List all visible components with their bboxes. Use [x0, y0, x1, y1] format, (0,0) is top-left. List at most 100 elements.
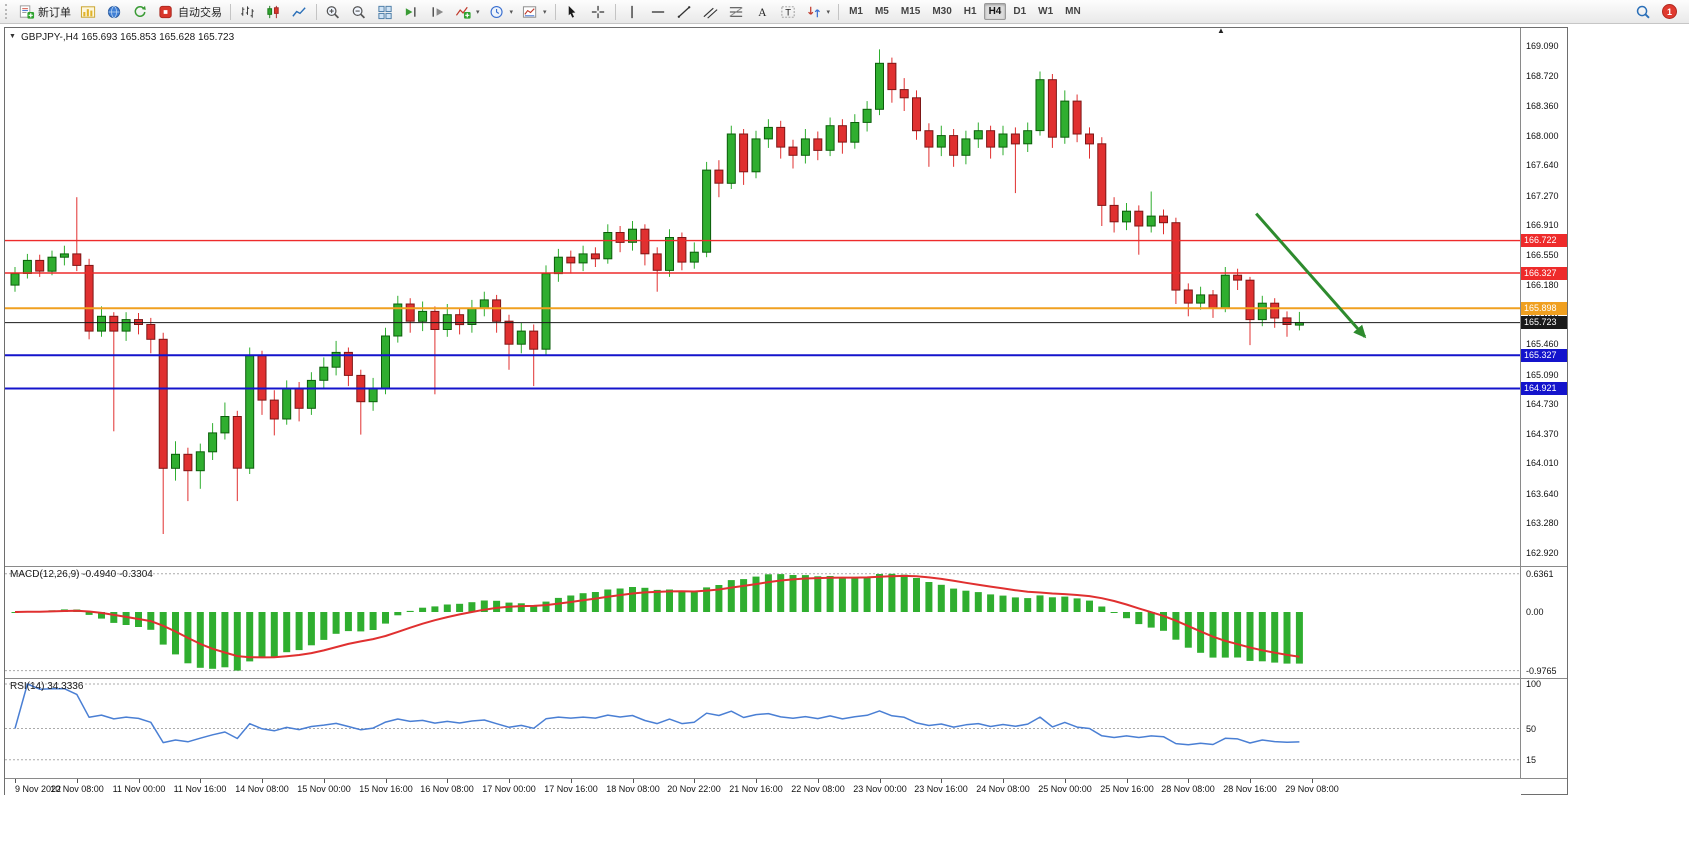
- time-axis-label: 23 Nov 16:00: [914, 784, 968, 794]
- macd-scale-label: 0.00: [1526, 607, 1544, 617]
- time-axis-label: 17 Nov 00:00: [482, 784, 536, 794]
- macd-histogram-bar: [1172, 612, 1180, 640]
- search-button[interactable]: [1631, 2, 1656, 22]
- chart-shift-icon: [432, 6, 444, 17]
- toolbar-drag-handle[interactable]: [5, 4, 10, 19]
- auto-scroll-button[interactable]: [399, 2, 424, 22]
- arrows-tool-button[interactable]: ▾: [802, 2, 835, 22]
- price-chart[interactable]: [5, 28, 1521, 566]
- timeframe-button-mn[interactable]: MN: [1060, 3, 1086, 20]
- time-tick: [77, 779, 78, 783]
- macd-histogram-bar: [443, 604, 451, 612]
- pane-separator[interactable]: [5, 778, 1567, 779]
- pane-separator[interactable]: [5, 566, 1567, 567]
- text-a-icon: A: [758, 7, 767, 19]
- trend-arrow[interactable]: [1255, 212, 1367, 339]
- crosshair-button[interactable]: [586, 2, 611, 22]
- zoom-in-button[interactable]: [321, 2, 346, 22]
- timeframe-button-m1[interactable]: M1: [844, 3, 868, 20]
- label-tool-button[interactable]: T: [776, 2, 801, 22]
- macd-histogram-bar: [789, 575, 797, 612]
- text-tool-button[interactable]: A: [750, 2, 775, 22]
- charts-button[interactable]: [76, 2, 101, 22]
- time-axis-label: 23 Nov 00:00: [853, 784, 907, 794]
- trendline-tool-button[interactable]: [672, 2, 697, 22]
- macd-scale-label: -0.9765: [1526, 665, 1557, 676]
- macd-histogram-bar: [715, 585, 723, 612]
- macd-histogram-bar: [332, 612, 340, 634]
- timeframe-button-m30[interactable]: M30: [927, 3, 956, 20]
- zoom-out-button[interactable]: [347, 2, 372, 22]
- timeframe-button-h4[interactable]: H4: [983, 3, 1007, 20]
- macd-histogram-bar: [554, 597, 562, 612]
- templates-button[interactable]: ▾: [518, 2, 551, 22]
- macd-histogram-bar: [1011, 597, 1019, 612]
- macd-histogram-bar: [122, 612, 130, 625]
- macd-histogram-bar: [1123, 612, 1130, 619]
- price-scale-label: 166.550: [1526, 249, 1559, 260]
- chart-shift-marker[interactable]: ▲: [1217, 26, 1225, 35]
- time-tick: [941, 779, 942, 783]
- chart-window[interactable]: 169.090 168.720 168.360 168.000 167.640 167.2…: [4, 26, 1568, 795]
- macd-histogram-bar: [591, 592, 599, 612]
- search-icon: [1636, 5, 1650, 19]
- cursor-button[interactable]: [560, 2, 585, 22]
- tile-windows-icon: [378, 5, 392, 19]
- one-click-trading-toggle[interactable]: ▼: [9, 33, 16, 40]
- timeframe-button-h1[interactable]: H1: [959, 3, 982, 20]
- timeframe-button-w1[interactable]: W1: [1033, 3, 1058, 20]
- chart-ohlc-values: 165.693 165.853 165.628 165.723: [81, 32, 235, 43]
- tile-windows-button[interactable]: [373, 2, 398, 22]
- line-chart-button[interactable]: [287, 2, 312, 22]
- macd-histogram-bar: [1098, 606, 1106, 612]
- chart-shift-button[interactable]: [425, 2, 450, 22]
- price-scale-label: 167.270: [1526, 190, 1559, 201]
- toolbar-right-group: 1: [1631, 2, 1685, 22]
- time-axis-label: 11 Nov 00:00: [112, 784, 166, 794]
- timeframe-button-m15[interactable]: M15: [896, 3, 925, 20]
- macd-histogram-bar: [98, 612, 105, 619]
- time-tick: [633, 779, 634, 783]
- timeframe-button-d1[interactable]: D1: [1008, 3, 1031, 20]
- new-order-button[interactable]: 新订单: [14, 2, 75, 22]
- macd-histogram-bar: [826, 576, 834, 612]
- profiles-button[interactable]: [102, 2, 127, 22]
- macd-histogram-bar: [406, 610, 414, 612]
- notification-badge[interactable]: 1: [1662, 4, 1677, 19]
- time-axis[interactable]: 9 Nov 2022 10 Nov 08:00 11 Nov 00:00 11 Nov…: [5, 779, 1521, 795]
- data-window-button[interactable]: [128, 2, 153, 22]
- macd-histogram-bar: [480, 600, 488, 612]
- toolbar-separator: [554, 3, 556, 20]
- macd-label: MACD(12,26,9) -0.4940 -0.3304: [10, 569, 153, 580]
- candlestick-chart-button[interactable]: [261, 2, 286, 22]
- timeframe-button-m5[interactable]: M5: [870, 3, 894, 20]
- auto-scroll-icon: [405, 6, 416, 17]
- macd-histogram-bar: [1295, 612, 1303, 664]
- macd-histogram-bar: [295, 612, 303, 651]
- rsi-chart[interactable]: [5, 679, 1521, 778]
- vertical-line-tool-button[interactable]: [620, 2, 645, 22]
- macd-chart[interactable]: [5, 567, 1521, 678]
- macd-histogram-bar: [344, 612, 352, 632]
- autotrading-stop-icon: [159, 5, 172, 18]
- periods-button[interactable]: ▾: [485, 2, 518, 22]
- time-tick: [386, 779, 387, 783]
- time-tick: [694, 779, 695, 783]
- autotrading-label: 自动交易: [178, 6, 222, 19]
- time-tick: [509, 779, 510, 783]
- zoom-out-icon: [352, 5, 366, 18]
- fibonacci-tool-button[interactable]: [724, 2, 749, 22]
- pane-separator[interactable]: [5, 678, 1567, 679]
- channel-tool-button[interactable]: [698, 2, 723, 22]
- macd-histogram-bar: [196, 612, 204, 668]
- autotrading-button[interactable]: 自动交易: [154, 2, 226, 22]
- horizontal-line-tool-button[interactable]: [646, 2, 671, 22]
- price-scale-label: 164.730: [1526, 399, 1559, 410]
- macd-histogram-bar: [876, 574, 883, 612]
- indicators-button[interactable]: ▾: [451, 2, 484, 22]
- time-axis-label: 25 Nov 16:00: [1100, 784, 1154, 794]
- arrows-icon: [807, 6, 820, 17]
- bar-chart-button[interactable]: [235, 2, 260, 22]
- macd-histogram-bar: [320, 612, 328, 640]
- price-scale[interactable]: 169.090 168.720 168.360 168.000 167.640 167.2…: [1520, 28, 1567, 779]
